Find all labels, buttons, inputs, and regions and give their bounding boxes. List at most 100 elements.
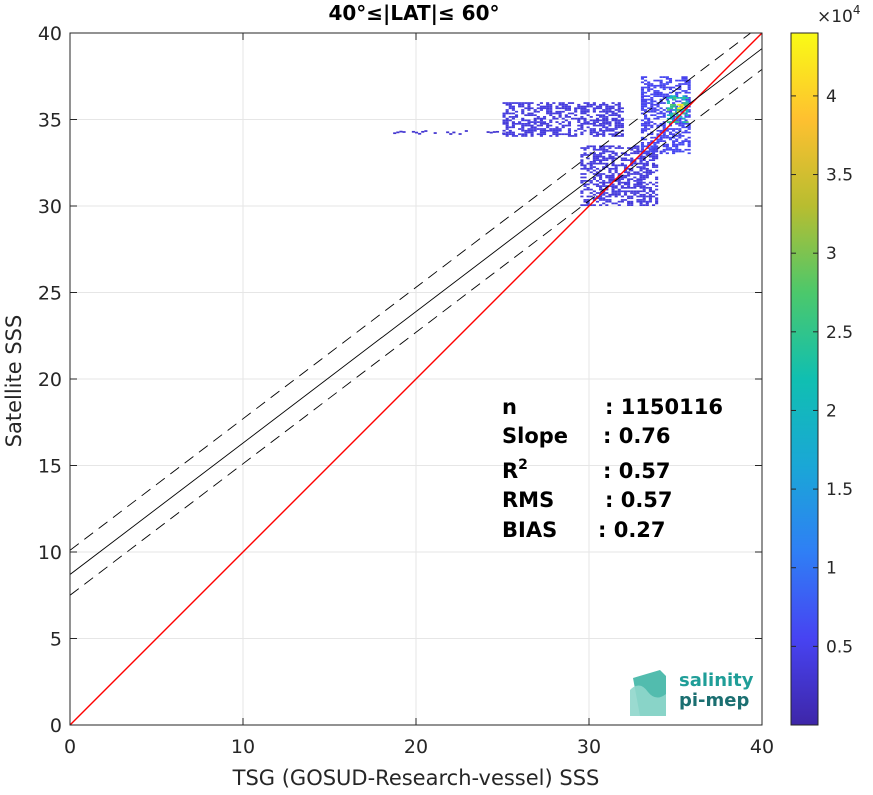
density-cell bbox=[639, 166, 643, 168]
density-cell bbox=[608, 122, 612, 125]
density-cell bbox=[539, 124, 543, 127]
density-cell bbox=[589, 195, 593, 198]
density-cell bbox=[672, 143, 676, 146]
density-cell bbox=[653, 95, 657, 98]
y-tick-label: 0 bbox=[50, 715, 62, 737]
density-cell bbox=[653, 141, 657, 144]
density-cell bbox=[620, 176, 624, 179]
density-cell bbox=[605, 159, 609, 162]
density-cell bbox=[533, 122, 537, 125]
density-cell bbox=[586, 202, 590, 205]
density-cell bbox=[396, 131, 400, 134]
density-cell bbox=[599, 154, 603, 156]
density-cell bbox=[662, 126, 666, 129]
density-cell bbox=[617, 183, 621, 186]
density-cell bbox=[564, 105, 568, 108]
density-cell bbox=[639, 173, 643, 175]
density-cell bbox=[505, 128, 509, 130]
density-cell bbox=[644, 83, 648, 85]
density-cell bbox=[640, 88, 645, 91]
density-cell bbox=[583, 173, 587, 175]
density-cell bbox=[650, 97, 654, 99]
density-cell bbox=[595, 167, 600, 170]
density-cell bbox=[589, 166, 593, 168]
density-cell bbox=[549, 119, 553, 122]
density-cell bbox=[617, 204, 621, 206]
density-cell bbox=[511, 133, 515, 136]
density-cell bbox=[514, 116, 519, 118]
density-cell bbox=[564, 107, 568, 110]
density-cell bbox=[662, 136, 666, 139]
density-cell bbox=[608, 114, 612, 117]
density-cell bbox=[605, 122, 609, 125]
density-cell bbox=[687, 91, 691, 94]
density-cell bbox=[561, 110, 565, 113]
density-cell bbox=[623, 169, 628, 172]
density-cell bbox=[673, 112, 677, 115]
density-cell bbox=[605, 204, 609, 206]
density-cell bbox=[595, 154, 600, 156]
density-cell bbox=[589, 129, 593, 132]
density-cell bbox=[586, 157, 590, 160]
density-cell bbox=[549, 103, 553, 106]
density-cell bbox=[592, 176, 596, 179]
logo-text-salinity: salinity bbox=[679, 670, 754, 691]
density-cell bbox=[644, 102, 648, 104]
density-cell bbox=[539, 133, 543, 136]
density-cell bbox=[605, 150, 609, 153]
density-cell bbox=[617, 164, 621, 167]
density-cell bbox=[536, 124, 540, 127]
stat-value: : 0.76 bbox=[603, 424, 671, 448]
density-cell bbox=[586, 110, 590, 113]
density-cell bbox=[685, 114, 689, 117]
density-cell bbox=[682, 121, 686, 123]
density-cell bbox=[630, 157, 634, 160]
density-cell bbox=[580, 167, 584, 170]
density-cell bbox=[653, 84, 657, 87]
density-cell bbox=[636, 178, 640, 181]
density-cell bbox=[521, 117, 525, 120]
density-cell bbox=[605, 103, 609, 106]
density-cell bbox=[651, 204, 656, 206]
density-cell bbox=[555, 128, 559, 130]
density-cell bbox=[636, 199, 640, 201]
density-cell bbox=[672, 141, 676, 144]
density-cell bbox=[580, 195, 584, 198]
density-cell bbox=[647, 83, 651, 85]
density-cell bbox=[681, 124, 685, 127]
density-cell bbox=[662, 121, 666, 123]
y-tick-label: 30 bbox=[38, 196, 62, 218]
density-cell bbox=[611, 180, 615, 182]
density-cell bbox=[521, 124, 525, 127]
density-cell bbox=[614, 157, 618, 160]
density-cell bbox=[511, 135, 515, 137]
density-cell bbox=[645, 174, 649, 177]
density-cell bbox=[580, 117, 584, 120]
density-cell bbox=[640, 141, 645, 144]
density-cell bbox=[605, 199, 609, 201]
density-cell bbox=[589, 164, 593, 167]
density-cell bbox=[653, 109, 657, 111]
density-cell bbox=[508, 126, 512, 129]
density-cell bbox=[561, 107, 565, 110]
colorbar-tick-label: 1.5 bbox=[826, 480, 853, 500]
density-cell bbox=[669, 103, 674, 106]
density-cell bbox=[614, 122, 618, 125]
density-cell bbox=[620, 152, 624, 155]
density-cell bbox=[602, 145, 606, 148]
density-cell bbox=[656, 93, 660, 96]
y-tick-label: 15 bbox=[38, 456, 62, 478]
density-cell bbox=[681, 76, 685, 78]
density-cell bbox=[567, 133, 572, 136]
density-cell bbox=[648, 154, 652, 156]
density-cell bbox=[656, 140, 660, 142]
density-cell bbox=[611, 178, 615, 181]
density-cell bbox=[605, 107, 609, 110]
density-cell bbox=[672, 117, 676, 120]
density-cell bbox=[659, 84, 663, 87]
density-cell bbox=[511, 124, 515, 127]
density-cell bbox=[561, 124, 565, 127]
density-cell bbox=[639, 154, 643, 156]
density-cell bbox=[527, 128, 531, 130]
